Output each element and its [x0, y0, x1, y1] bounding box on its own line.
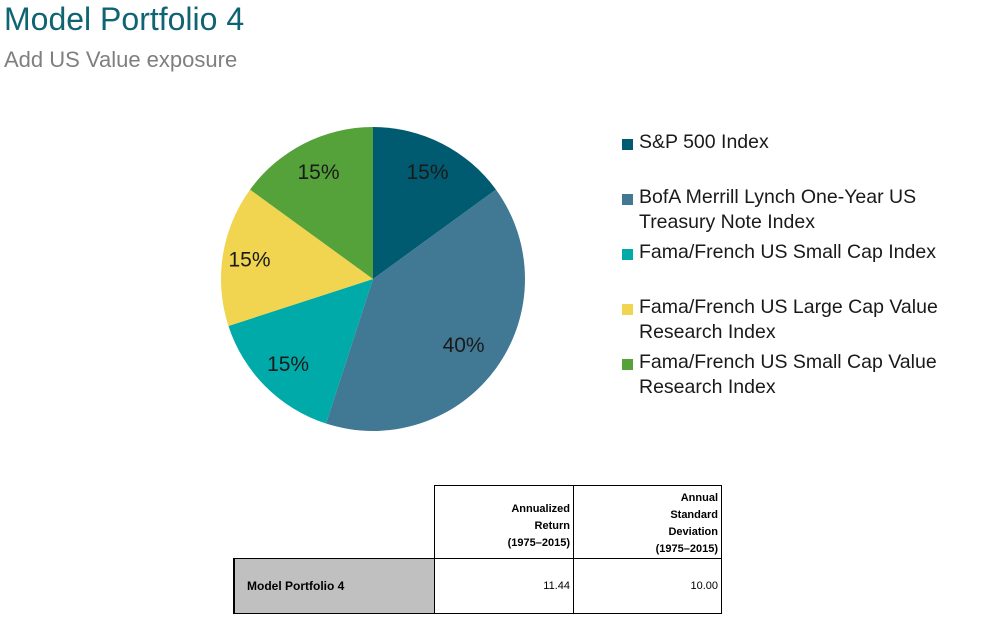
legend-label: Fama/French US Small Cap Index — [639, 241, 936, 263]
table-corner-cell — [234, 486, 435, 559]
slice-ff-small-cap-value — [250, 127, 373, 279]
slice-label: 15% — [267, 353, 309, 376]
legend-label: S&P 500 Index — [639, 131, 769, 153]
legend-swatch — [622, 249, 633, 260]
cell-annualized-return: 11.44 — [434, 558, 574, 614]
legend-label: Research Index — [639, 376, 776, 398]
legend-label: Fama/French US Small Cap Value — [639, 351, 937, 373]
portfolio-stats-table: Annualized Return (1975–2015) Annual Sta… — [233, 485, 722, 614]
page-subtitle: Add US Value exposure — [4, 47, 238, 72]
table-header-row: Annualized Return (1975–2015) Annual Sta… — [234, 485, 722, 559]
header-annualized-return: Annualized Return (1975–2015) — [434, 485, 574, 559]
slice-bofa-treasury — [326, 189, 525, 431]
legend-swatch — [622, 194, 633, 205]
header-annual-std-deviation: Annual Standard Deviation (1975–2015) — [573, 485, 722, 559]
cell-std-deviation: 10.00 — [573, 558, 722, 614]
legend-swatch — [622, 359, 633, 370]
slice-ff-small-cap — [228, 279, 373, 424]
legend-swatch — [622, 304, 633, 315]
slice-label: 40% — [443, 334, 485, 357]
legend-label: Fama/French US Large Cap Value — [639, 296, 938, 318]
slice-sp500 — [373, 127, 496, 279]
legend-label: BofA Merrill Lynch One-Year US — [639, 186, 917, 208]
row-label-model-portfolio-4: Model Portfolio 4 — [233, 558, 435, 614]
slice-label: 15% — [228, 248, 270, 271]
legend-swatch — [622, 139, 633, 150]
legend-label: Research Index — [639, 321, 776, 343]
table-row: Model Portfolio 4 11.44 10.00 — [233, 558, 722, 614]
slice-label: 15% — [406, 161, 448, 184]
slice-label: 15% — [297, 161, 339, 184]
slice-ff-large-cap-value — [221, 189, 373, 326]
page-title: Model Portfolio 4 — [4, 1, 245, 37]
legend-label: Treasury Note Index — [639, 211, 815, 233]
